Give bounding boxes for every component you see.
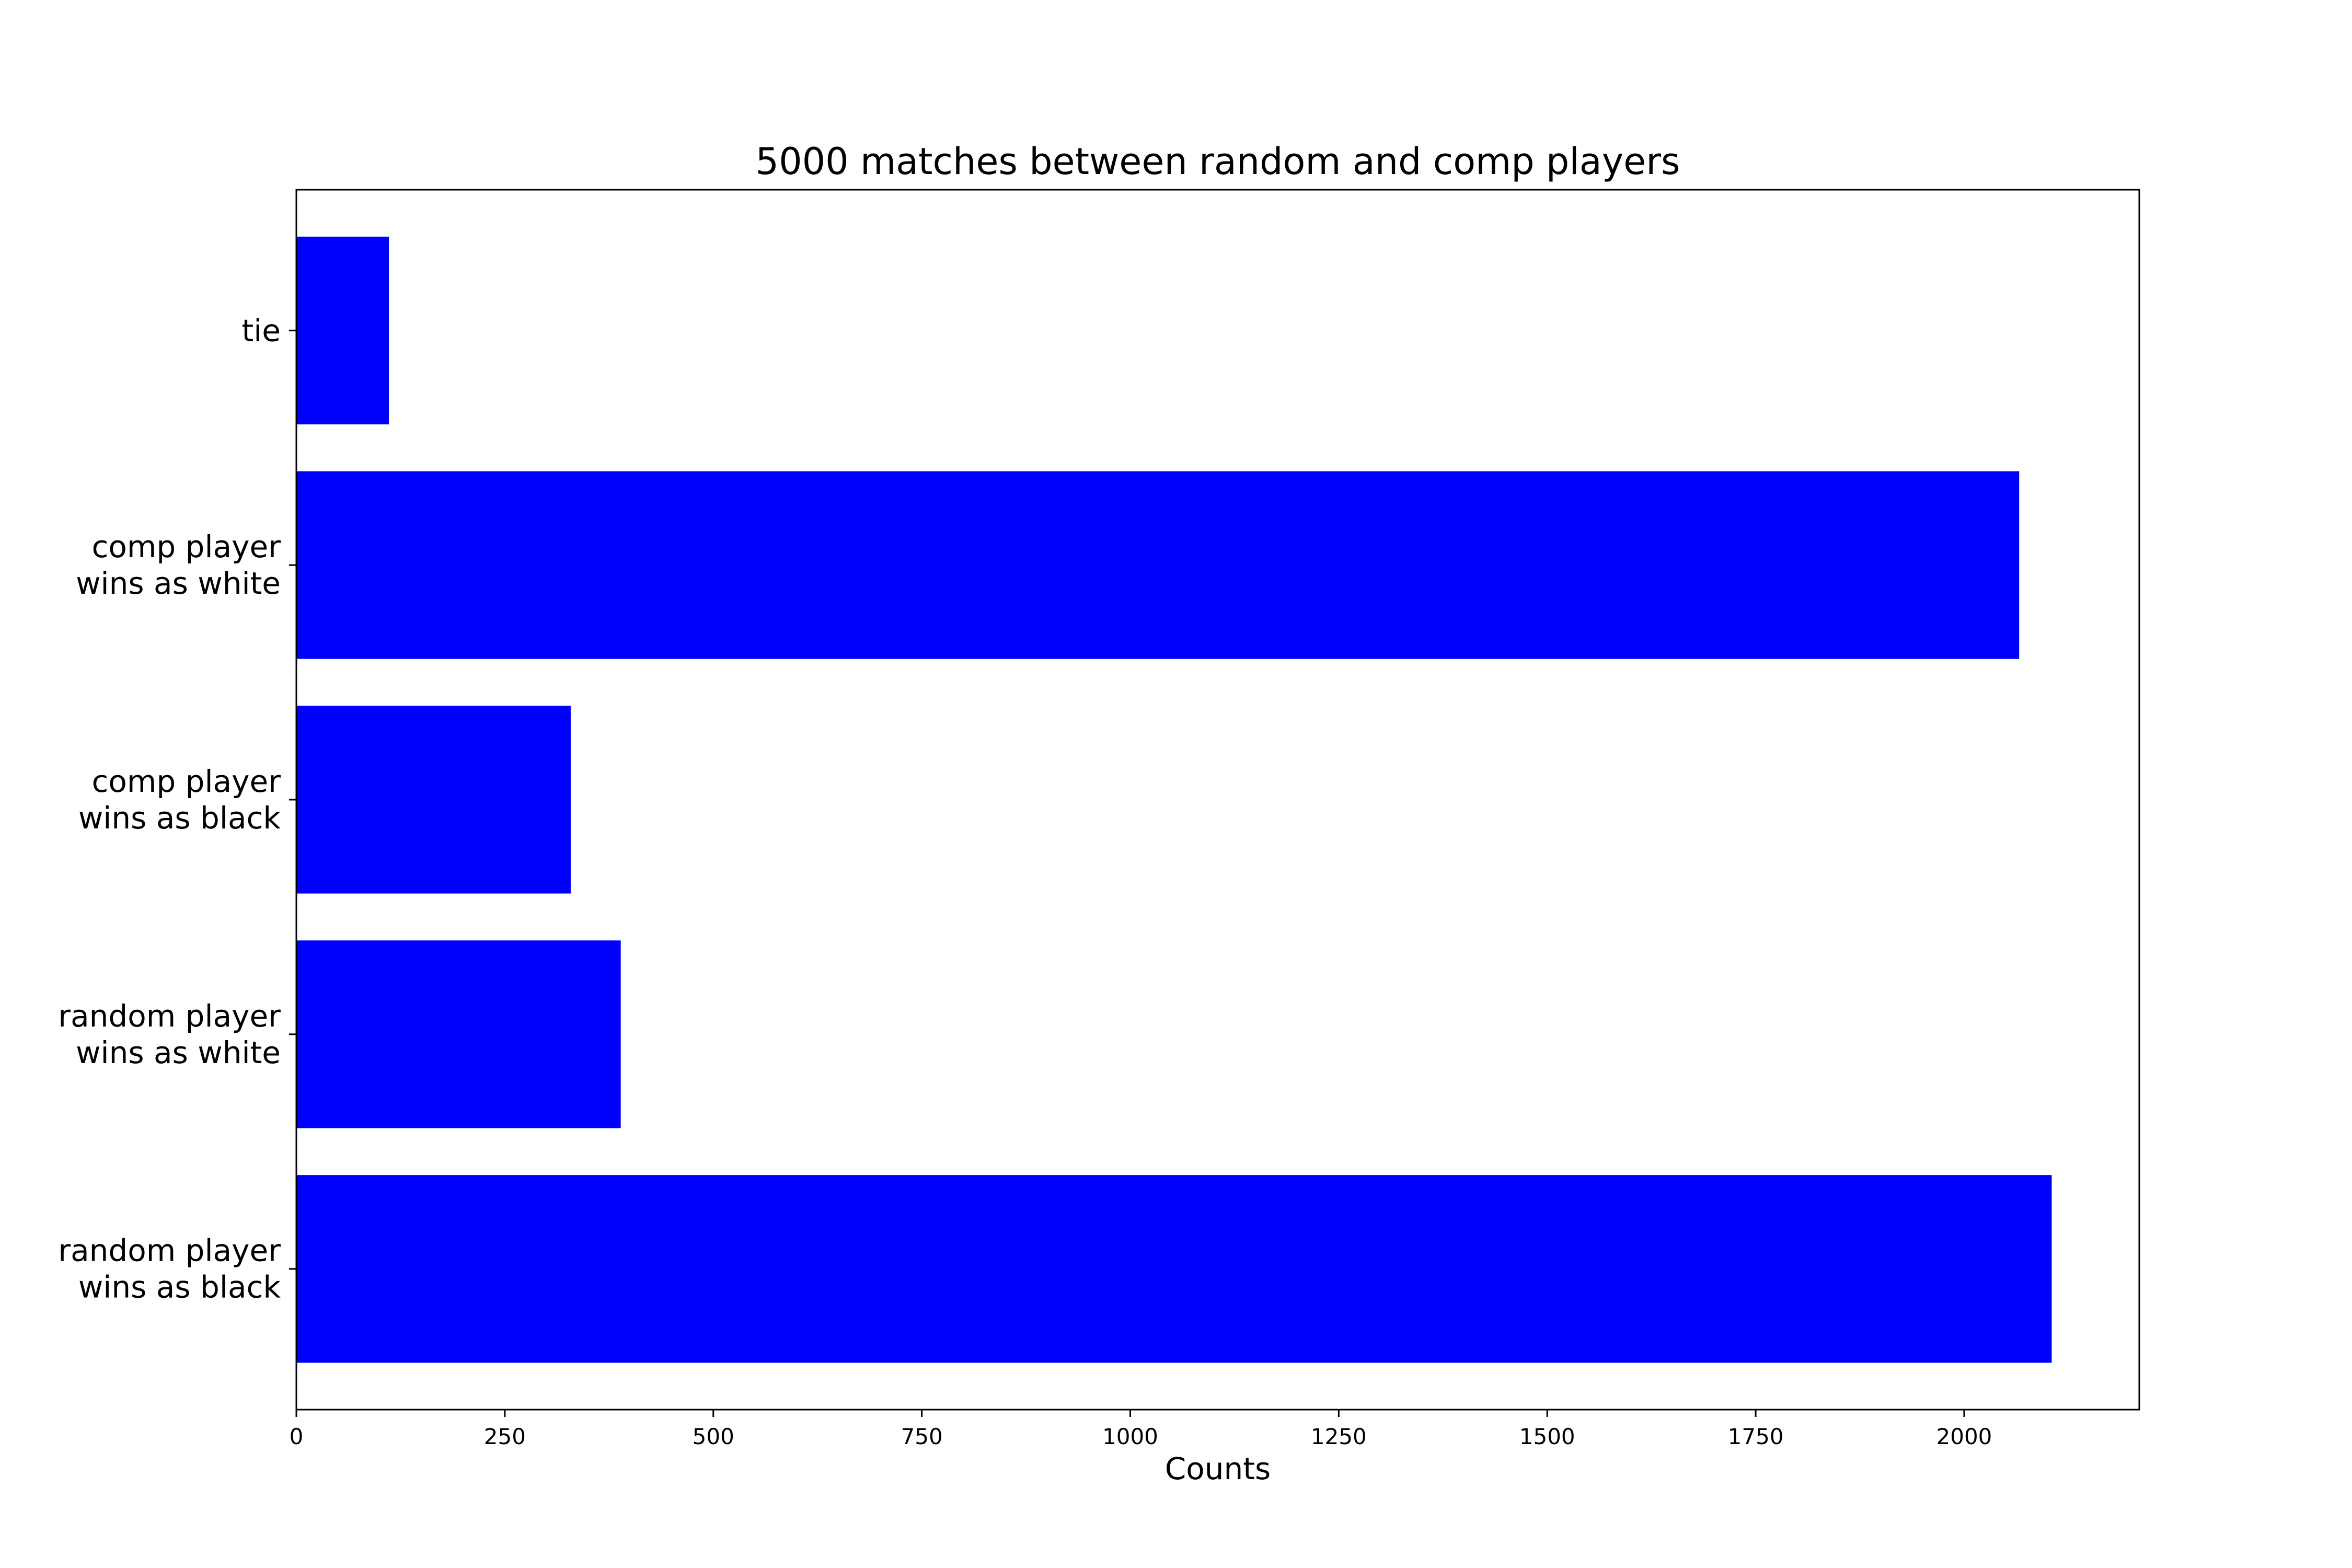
x-axis-ticks: 0 250 500 750 1000 1250 1500 1750 2000 [290, 1410, 1992, 1449]
y-tick-label-0: tie [241, 313, 281, 348]
x-axis-label: Counts [1165, 1451, 1271, 1486]
x-tick-label-3: 750 [901, 1424, 943, 1449]
y-tick-label-line: comp player [92, 764, 281, 799]
bars-group [296, 236, 2052, 1363]
x-tick-label-1: 250 [484, 1424, 526, 1449]
x-tick-label-0: 0 [290, 1424, 304, 1449]
y-tick-label-1: comp player wins as white [76, 529, 281, 601]
bar-4 [296, 1175, 2052, 1363]
y-tick-label-line: random player [58, 1233, 281, 1269]
y-tick-label-line: wins as white [76, 1035, 281, 1070]
x-tick-label-6: 1500 [1519, 1424, 1575, 1449]
x-tick-label-7: 1750 [1728, 1424, 1784, 1449]
chart-title: 5000 matches between random and comp pla… [756, 140, 1680, 183]
y-tick-label-3: random player wins as white [58, 998, 281, 1070]
y-tick-label-line: wins as white [76, 566, 281, 601]
plot-frame [295, 189, 2140, 1411]
y-tick-label-line: wins as black [78, 1270, 281, 1305]
x-tick-label-4: 1000 [1102, 1424, 1158, 1449]
bar-0 [296, 236, 389, 424]
y-tick-label-4: random player wins as black [58, 1233, 281, 1305]
y-tick-label-2: comp player wins as black [78, 764, 281, 836]
bar-3 [296, 940, 621, 1128]
y-tick-label-line: wins as black [78, 800, 281, 836]
y-tick-label-line: tie [241, 313, 281, 348]
x-tick-label-2: 500 [693, 1424, 734, 1449]
x-tick-label-5: 1250 [1311, 1424, 1367, 1449]
y-tick-label-line: random player [58, 998, 281, 1034]
x-tick-label-8: 2000 [1936, 1424, 1992, 1449]
bar-1 [296, 471, 2020, 659]
y-tick-label-line: comp player [92, 529, 281, 564]
bar-2 [296, 706, 571, 894]
